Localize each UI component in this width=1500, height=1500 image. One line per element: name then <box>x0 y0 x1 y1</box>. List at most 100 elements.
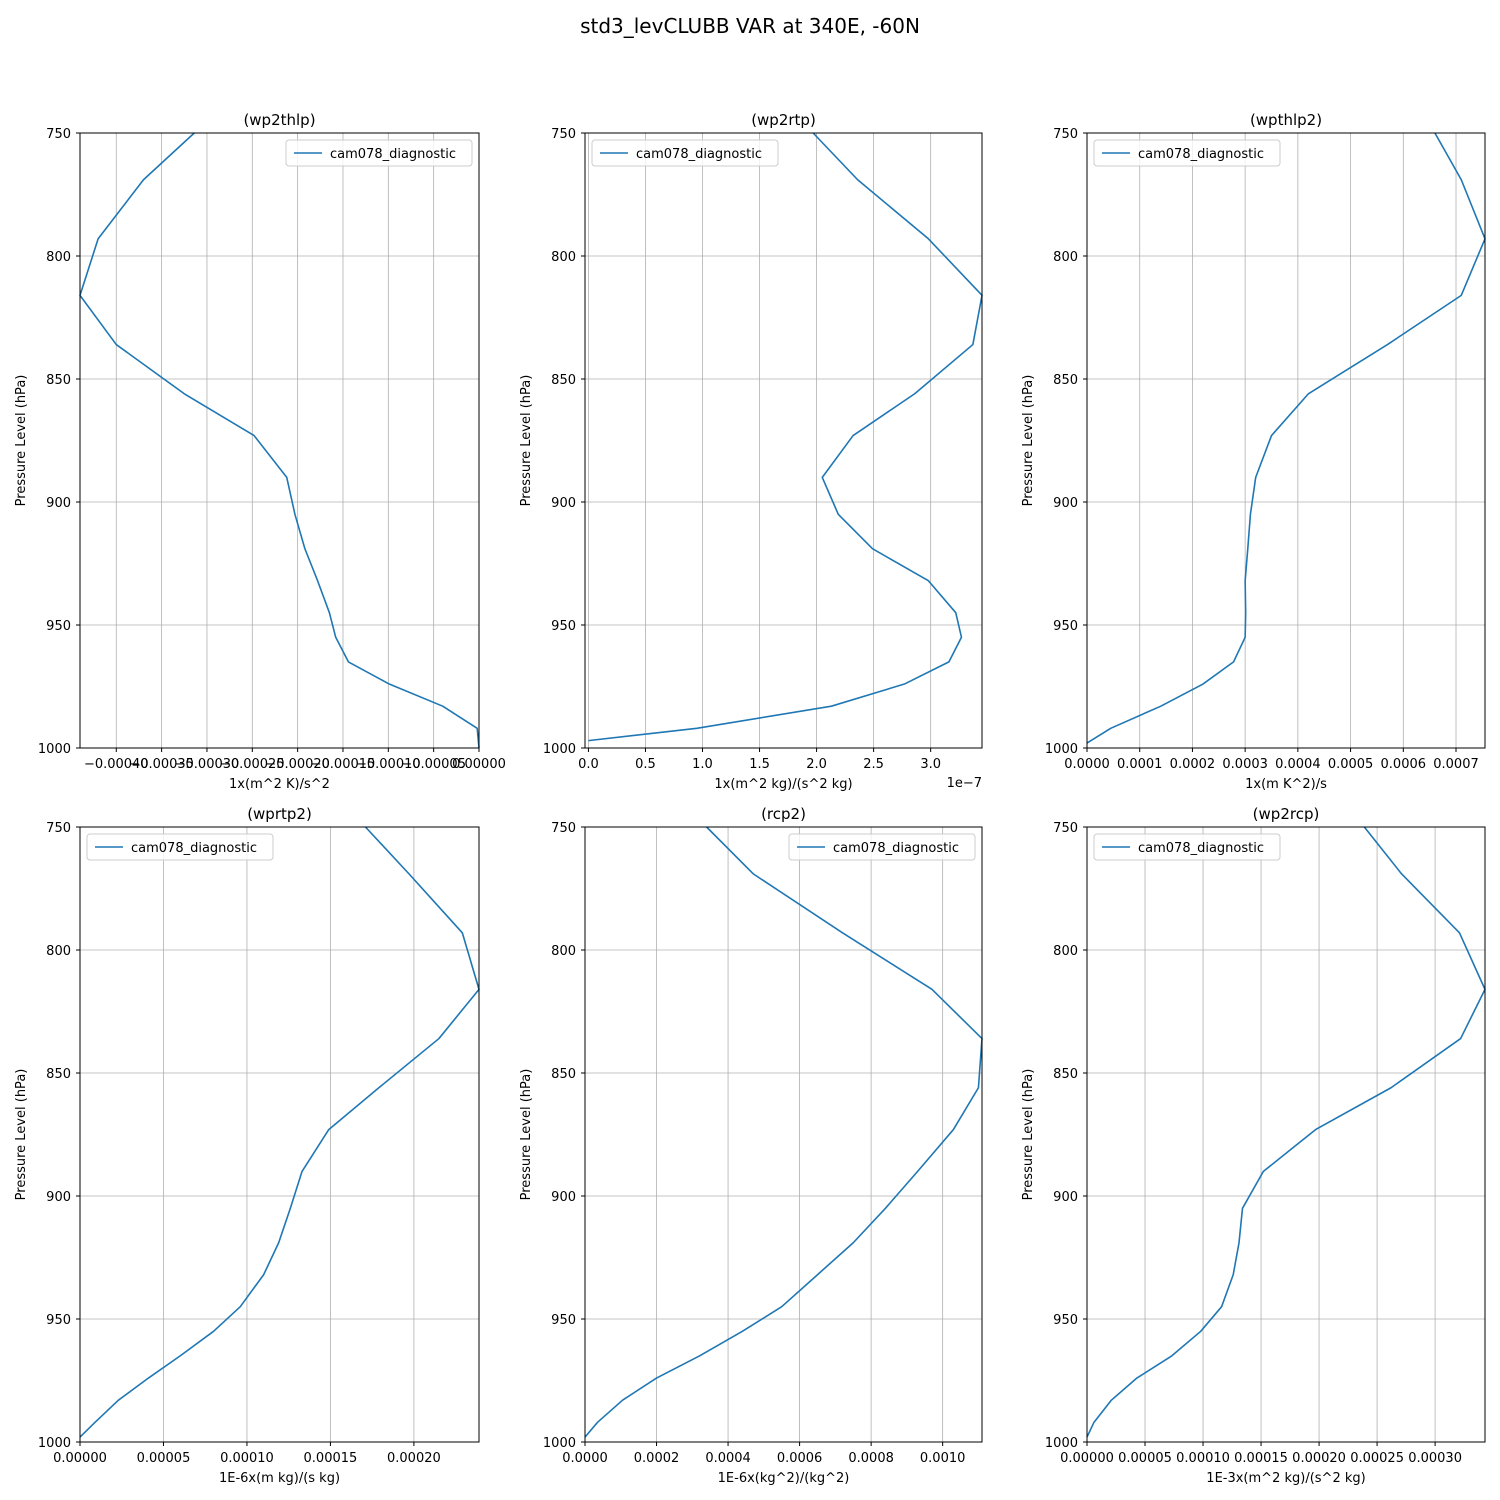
x-tick-label: −0.00025 <box>220 757 285 772</box>
y-tick-label: 1000 <box>543 742 576 757</box>
y-tick-label: 800 <box>46 944 71 959</box>
panel-title: (wprtp2) <box>247 805 312 823</box>
x-tick-label: −0.00035 <box>129 757 194 772</box>
y-tick-label: 850 <box>46 373 71 388</box>
y-tick-label: 750 <box>46 821 71 836</box>
x-axis-title: 1x(m^2 kg)/(s^2 kg) <box>714 777 852 792</box>
x-tick-label: 3.0 <box>920 757 941 772</box>
y-tick-label: 850 <box>1053 373 1078 388</box>
x-tick-label: 0.0000 <box>1064 757 1110 772</box>
axes-frame <box>1086 826 1486 1443</box>
panel-title: (wp2rcp) <box>1253 805 1320 823</box>
x-tick-label: 0.0002 <box>1170 757 1216 772</box>
x-tick-label: 1.0 <box>692 757 713 772</box>
y-tick-label: 750 <box>551 127 576 142</box>
series-line <box>79 132 480 749</box>
series-line <box>584 826 983 1438</box>
chart-panel-6: 0.00000 0.00005 0.00010 0.00015 0.00020 0.000… <box>1021 805 1486 1486</box>
y-tick-label: 900 <box>1053 496 1078 511</box>
legend: cam078_diagnostic <box>1093 833 1281 861</box>
x-tick-label: 0.0004 <box>1275 757 1321 772</box>
x-tick-label: 0.0002 <box>634 1451 680 1466</box>
x-tick-label: 0.00010 <box>220 1451 274 1466</box>
legend-label: cam078_diagnostic <box>833 841 959 856</box>
series-line <box>1086 826 1486 1438</box>
legend-label: cam078_diagnostic <box>131 841 257 856</box>
x-tick-label: 0.00015 <box>1234 1451 1288 1466</box>
y-tick-label: 900 <box>46 496 71 511</box>
x-axis-title: 1x(m K^2)/s <box>1245 777 1327 792</box>
y-tick-label: 850 <box>551 1067 576 1082</box>
y-tick-label: 900 <box>551 1190 576 1205</box>
axes-frame <box>79 826 480 1443</box>
y-tick-label: 950 <box>551 619 576 634</box>
legend: cam078_diagnostic <box>86 833 274 861</box>
x-tick-label: −0.00020 <box>265 757 330 772</box>
x-tick-label: 0.00010 <box>1176 1451 1230 1466</box>
y-tick-label: 800 <box>1053 250 1078 265</box>
x-tick-label: 0.00005 <box>1118 1451 1172 1466</box>
y-tick-label: 950 <box>1053 619 1078 634</box>
y-tick-label: 1000 <box>1045 742 1078 757</box>
y-tick-label: 800 <box>551 250 576 265</box>
y-tick-label: 750 <box>1053 821 1078 836</box>
x-tick-label: 0.0005 <box>1328 757 1374 772</box>
panel-title: (wp2thlp) <box>243 111 315 129</box>
x-tick-label: 0.00015 <box>304 1451 358 1466</box>
y-axis-title: Pressure Level (hPa) <box>1021 1069 1036 1201</box>
x-axis-title: 1E-6x(m kg)/(s kg) <box>219 1471 340 1486</box>
x-tick-label: 0.00020 <box>387 1451 441 1466</box>
legend: cam078_diagnostic <box>1093 139 1281 167</box>
x-tick-label: 0.0006 <box>1381 757 1427 772</box>
y-tick-label: 950 <box>46 619 71 634</box>
y-tick-label: 950 <box>46 1313 71 1328</box>
y-tick-label: 950 <box>1053 1313 1078 1328</box>
chart-panel-4: 0.00000 0.00005 0.00010 0.00015 0.00020 750 80… <box>14 805 480 1486</box>
x-tick-label: 0.5 <box>635 757 656 772</box>
axes-frame <box>584 826 983 1443</box>
y-tick-label: 1000 <box>1045 1436 1078 1451</box>
x-tick-label: −0.00030 <box>175 757 240 772</box>
x-tick-label: 0.00005 <box>137 1451 191 1466</box>
legend-label: cam078_diagnostic <box>636 147 762 162</box>
series-line <box>1086 132 1486 744</box>
series-line <box>588 132 983 742</box>
axes-frame <box>1086 132 1486 749</box>
legend-box <box>285 139 473 167</box>
y-axis-title: Pressure Level (hPa) <box>14 1069 29 1201</box>
axes-frame <box>79 132 480 749</box>
x-tick-label: 0.00030 <box>1408 1451 1462 1466</box>
y-tick-label: 800 <box>551 944 576 959</box>
x-axis-title: 1x(m^2 K)/s^2 <box>229 777 330 792</box>
chart-panel-3: 0.0000 0.0001 0.0002 0.0003 0.0004 0.0005 0.00… <box>1021 111 1486 792</box>
x-tick-label: 0.00000 <box>1060 1451 1114 1466</box>
panel-title: (wp2rtp) <box>751 111 816 129</box>
y-tick-label: 800 <box>46 250 71 265</box>
x-tick-label: 0.0003 <box>1222 757 1268 772</box>
y-axis-title: Pressure Level (hPa) <box>14 375 29 507</box>
series-line <box>79 826 480 1438</box>
chart-panel-2: 0.0 0.5 1.0 1.5 2.0 2.5 3.0 750 800 850 900 950 1000… <box>519 111 983 792</box>
x-tick-label: 1.5 <box>749 757 770 772</box>
x-tick-label: 0.00025 <box>1350 1451 1404 1466</box>
legend: cam078_diagnostic <box>591 139 779 167</box>
x-offset-text: 1e−7 <box>947 776 982 791</box>
axes-frame <box>584 132 983 749</box>
y-tick-label: 750 <box>1053 127 1078 142</box>
panel-title: (wpthlp2) <box>1250 111 1322 129</box>
y-tick-label: 750 <box>46 127 71 142</box>
x-tick-label: 0.0010 <box>920 1451 966 1466</box>
x-tick-label: 0.00020 <box>1292 1451 1346 1466</box>
y-tick-label: 900 <box>551 496 576 511</box>
x-tick-label: 0.0 <box>578 757 599 772</box>
y-tick-label: 850 <box>551 373 576 388</box>
chart-panel-5: 0.0000 0.0002 0.0004 0.0006 0.0008 0.0010 750 8… <box>519 805 983 1486</box>
x-tick-label: 0.0008 <box>848 1451 894 1466</box>
legend-box <box>1093 833 1281 861</box>
legend-box <box>788 833 976 861</box>
x-tick-label: −0.00010 <box>356 757 421 772</box>
y-tick-label: 1000 <box>38 742 71 757</box>
panel-title: (rcp2) <box>761 805 806 823</box>
x-axis-title: 1E-6x(kg^2)/(kg^2) <box>718 1471 850 1486</box>
